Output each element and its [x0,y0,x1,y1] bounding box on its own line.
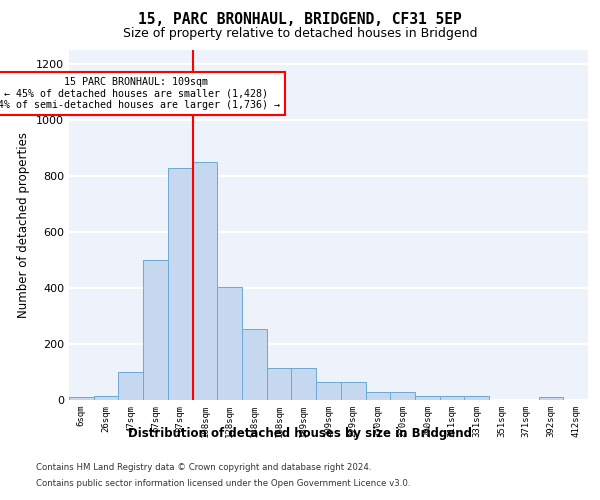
Text: 15, PARC BRONHAUL, BRIDGEND, CF31 5EP: 15, PARC BRONHAUL, BRIDGEND, CF31 5EP [138,12,462,28]
Bar [143,260,168,400]
Text: Contains public sector information licensed under the Open Government Licence v3: Contains public sector information licen… [36,478,410,488]
Bar [242,328,267,400]
Bar [292,368,316,400]
Text: 15 PARC BRONHAUL: 109sqm
← 45% of detached houses are smaller (1,428)
54% of sem: 15 PARC BRONHAUL: 109sqm ← 45% of detach… [0,76,280,110]
Bar [217,286,242,400]
Bar [341,382,365,400]
Bar [415,396,440,400]
Bar [267,368,292,400]
Bar [118,372,143,400]
Bar [69,397,94,400]
Text: Contains HM Land Registry data © Crown copyright and database right 2024.: Contains HM Land Registry data © Crown c… [36,464,371,472]
Bar [539,397,563,400]
Bar [316,382,341,400]
Bar [390,392,415,400]
Bar [168,168,193,400]
Bar [94,396,118,400]
Bar [365,392,390,400]
Bar [193,162,217,400]
Bar [440,396,464,400]
Text: Distribution of detached houses by size in Bridgend: Distribution of detached houses by size … [128,428,472,440]
Y-axis label: Number of detached properties: Number of detached properties [17,132,31,318]
Text: Size of property relative to detached houses in Bridgend: Size of property relative to detached ho… [123,28,477,40]
Bar [464,396,489,400]
